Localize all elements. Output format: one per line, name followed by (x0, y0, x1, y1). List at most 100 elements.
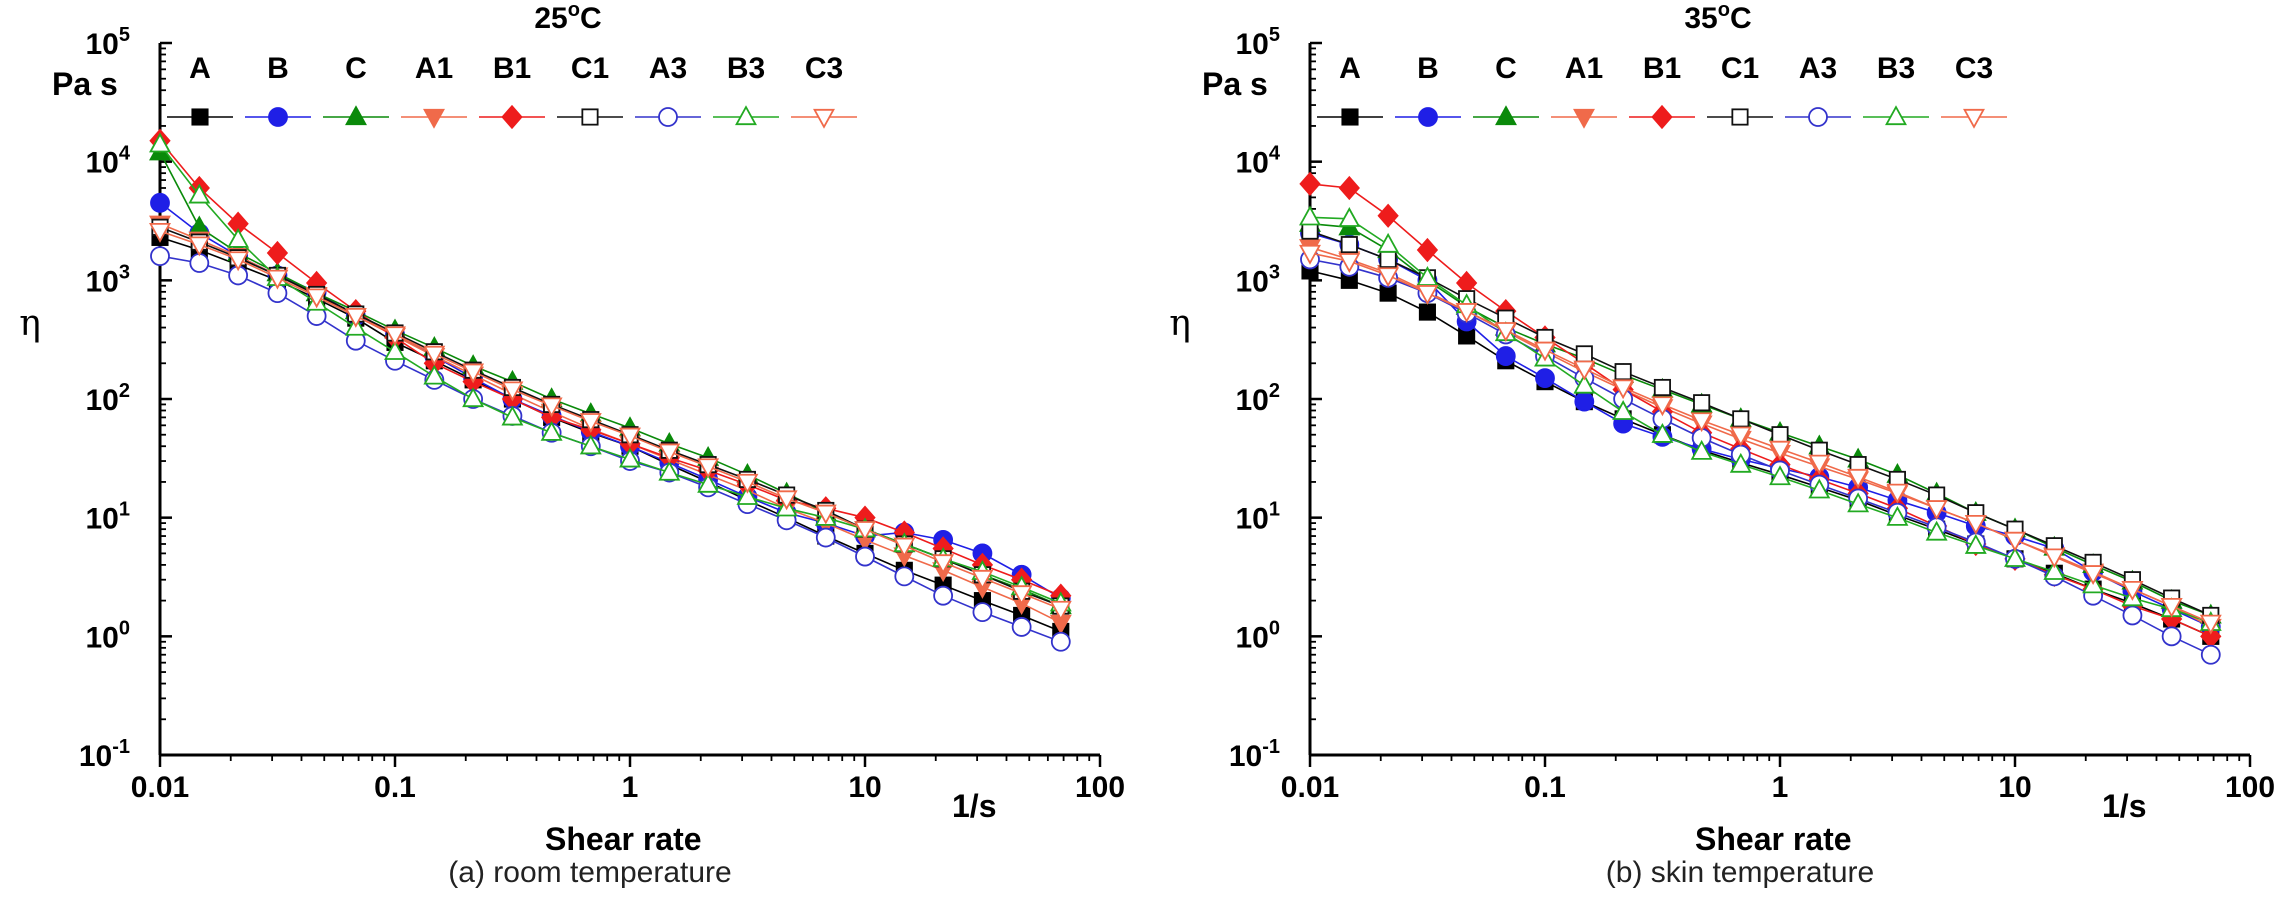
data-point-C3 (344, 307, 367, 328)
data-point-C3 (775, 490, 798, 511)
y-tick-label: 10-1 (1229, 736, 1280, 773)
data-point-C1 (1771, 426, 1789, 444)
data-point-B3 (1729, 452, 1752, 473)
x-tick-label: 0.01 (131, 771, 189, 804)
legend-marker-B1 (501, 104, 523, 130)
data-point-B3 (1416, 266, 1439, 286)
legend-label-C3: C3 (805, 52, 843, 85)
series-line-C1 (159, 226, 1062, 607)
legend-marker-A3 (1808, 107, 1828, 127)
data-point-B3 (697, 472, 720, 493)
legend-label-C1: C1 (571, 52, 609, 85)
x-tick-label: 0.01 (1281, 771, 1339, 804)
panel-title: 25oC (534, 0, 601, 35)
data-point-A3 (933, 585, 954, 606)
data-point-C3 (1377, 267, 1400, 288)
y-tick-label: 102 (1236, 380, 1281, 417)
data-point-C1 (1732, 410, 1750, 428)
y-tick-label: 101 (1236, 499, 1281, 536)
series-A (151, 228, 1070, 640)
data-point-A (1418, 303, 1436, 321)
data-point-A (1379, 284, 1397, 302)
data-point-B (1574, 391, 1595, 412)
data-point-A3 (815, 527, 836, 548)
series-C (149, 140, 1072, 615)
data-point-C3 (932, 554, 955, 575)
legend-marker-B (1418, 107, 1438, 127)
data-point-C3 (854, 521, 876, 541)
legend-label-B: B (267, 52, 289, 85)
x-axis-title: Shear rate (545, 821, 702, 857)
data-point-B3 (1925, 520, 1948, 541)
legend-marker-B (268, 107, 288, 127)
data-point-C3 (1299, 244, 1321, 265)
panel-title: 35oC (1684, 0, 1751, 35)
data-point-C3 (2121, 581, 2144, 601)
data-point-B3 (1573, 373, 1596, 394)
data-point-B3 (1769, 465, 1791, 486)
data-point-C1 (1301, 222, 1319, 240)
data-point-C3 (1925, 500, 1948, 521)
series-line-C (159, 151, 1062, 607)
x-axis-unit: 1/s (952, 788, 996, 824)
data-point-A3 (1011, 617, 1032, 637)
legend-label-C: C (345, 52, 367, 85)
legend: A B C A1 B1 C1 A3 B3 C3 (167, 52, 857, 130)
legend-marker-B3 (735, 105, 757, 126)
data-point-A3 (894, 566, 915, 587)
data-point-B1 (1416, 237, 1439, 263)
data-point-B3 (423, 364, 446, 385)
x-axis-unit: 1/s (2102, 788, 2146, 824)
data-point-B3 (2004, 547, 2026, 567)
series-line-B (159, 202, 1062, 599)
data-point-B3 (227, 227, 250, 248)
data-point-C3 (2199, 614, 2222, 635)
series-B (150, 192, 1071, 608)
data-point-C3 (2043, 548, 2066, 569)
legend-marker-C3 (1963, 108, 1985, 129)
y-tick-label: 104 (86, 143, 131, 180)
data-point-A3 (2200, 644, 2221, 665)
data-point-C3 (1769, 440, 1791, 461)
panel-skin-temperature: 0.01 0.1 1 10 100 10-1 100 101 102 103 104 105 η Pa s… (1169, 0, 2275, 889)
y-tick-label: 105 (1236, 24, 1281, 61)
x-tick-label: 1 (622, 771, 639, 804)
data-point-C3 (1729, 426, 1752, 447)
legend-label-B3: B3 (727, 52, 765, 85)
data-point-C3 (619, 427, 641, 448)
data-point-C1 (1614, 363, 1632, 381)
legend-marker-A (191, 108, 209, 126)
data-point-C3 (1494, 322, 1517, 342)
y-tick-label: 100 (1236, 617, 1281, 654)
data-point-B1 (266, 240, 289, 266)
series-line-B1 (1309, 183, 2212, 638)
y-axis-title: η (1169, 303, 1191, 344)
series-B3 (149, 132, 1072, 612)
data-point-B3 (1651, 422, 1674, 443)
data-point-C1 (1340, 236, 1358, 254)
y-axis-title: η (19, 303, 41, 344)
data-point-C3 (305, 288, 328, 309)
legend: A B C A1 B1 C1 A3 B3 C3 (1317, 52, 2007, 130)
data-point-B3 (501, 405, 524, 426)
data-point-C3 (736, 473, 759, 494)
series-line-A1 (1309, 246, 2212, 628)
x-tick-label: 1 (1772, 771, 1789, 804)
data-point-C3 (1886, 483, 1909, 504)
data-point-C3 (1573, 360, 1596, 381)
data-point-B3 (1612, 400, 1635, 420)
data-point-B3 (1964, 533, 1987, 554)
y-axis-unit: Pa s (1202, 66, 1268, 102)
data-point-C3 (1049, 600, 1072, 621)
panel-room-temperature: 0.01 0.1 1 10 100 10-1 100 101 102 103 104 105 η Pa s… (19, 0, 1125, 889)
series-B3 (1299, 205, 2222, 631)
data-point-B (1535, 368, 1555, 389)
data-point-C3 (1690, 412, 1713, 433)
data-point-C3 (658, 443, 681, 464)
legend-label-A3: A3 (649, 52, 687, 85)
y-tick-label: 100 (86, 617, 131, 654)
data-point-C3 (971, 569, 994, 590)
legend-marker-C1 (1731, 108, 1749, 126)
series-line-B1 (159, 140, 1062, 597)
data-point-C3 (540, 397, 563, 418)
